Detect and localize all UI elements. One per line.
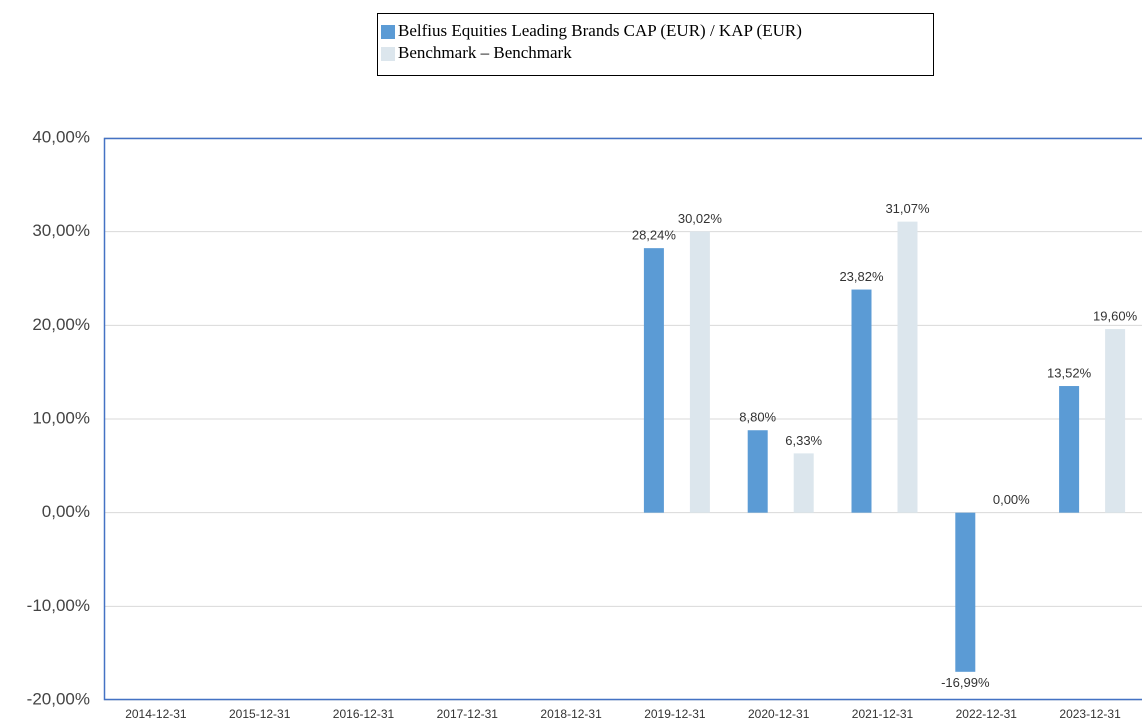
x-tick-label: 2018-12-31: [540, 707, 602, 721]
plot-border: [103, 137, 1142, 701]
y-tick-label: 30,00%: [32, 221, 90, 240]
bar: [689, 231, 710, 513]
value-label: 23,82%: [839, 269, 884, 284]
legend-label: Benchmark – Benchmark: [398, 43, 572, 62]
bar: [955, 512, 976, 672]
x-tick-label: 2017-12-31: [437, 707, 499, 721]
x-tick-label: 2019-12-31: [644, 707, 706, 721]
legend-swatch: [381, 25, 395, 39]
y-tick-label: 20,00%: [32, 315, 90, 334]
y-tick-label: -10,00%: [27, 596, 90, 615]
x-tick-label: 2016-12-31: [333, 707, 395, 721]
x-tick-label: 2015-12-31: [229, 707, 291, 721]
value-label: 19,60%: [1093, 309, 1138, 324]
bar: [1105, 329, 1126, 513]
value-label: 13,52%: [1047, 365, 1092, 380]
legend-label: Belfius Equities Leading Brands CAP (EUR…: [398, 21, 802, 40]
y-tick-label: -20,00%: [27, 689, 90, 708]
x-tick-label: 2020-12-31: [748, 707, 810, 721]
bar: [643, 248, 664, 513]
value-label: -16,99%: [941, 675, 990, 690]
x-tick-label: 2021-12-31: [852, 707, 914, 721]
bar: [793, 453, 814, 513]
x-tick-label: 2022-12-31: [956, 707, 1018, 721]
value-label: 31,07%: [885, 201, 930, 216]
value-label: 8,80%: [739, 410, 776, 425]
legend-box: [377, 13, 934, 76]
y-tick-label: 0,00%: [42, 502, 90, 521]
value-label: 6,33%: [785, 433, 822, 448]
value-label: 0,00%: [993, 492, 1030, 507]
bar: [897, 221, 918, 513]
y-tick-label: 10,00%: [32, 408, 90, 427]
x-tick-label: 2014-12-31: [125, 707, 187, 721]
bar: [1059, 386, 1080, 513]
value-label: 28,24%: [632, 228, 677, 243]
bar: [851, 289, 872, 513]
x-tick-label: 2023-12-31: [1059, 707, 1121, 721]
value-label: 30,02%: [678, 211, 723, 226]
y-tick-label: 40,00%: [32, 127, 90, 146]
bar: [747, 430, 768, 513]
legend-swatch: [381, 47, 395, 61]
